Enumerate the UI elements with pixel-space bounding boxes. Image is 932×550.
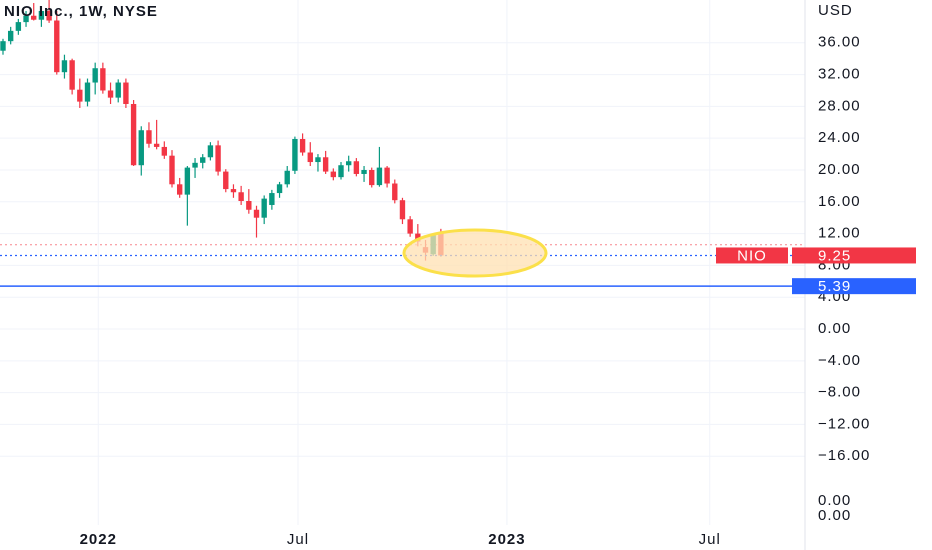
candle-body — [253, 209, 260, 218]
x-tick-label: 2023 — [488, 531, 525, 548]
candles — [0, 0, 805, 287]
candle-body — [15, 22, 22, 31]
candle-body — [230, 189, 237, 193]
lower-pane-label: 0.00 — [818, 492, 851, 509]
y-tick-label: 28.00 — [818, 97, 861, 114]
y-tick-label: 36.00 — [818, 34, 861, 51]
price-label: 9.25 — [818, 247, 851, 264]
candle-body — [31, 15, 37, 20]
chart-title: NIO Inc., 1W, NYSE — [4, 3, 158, 20]
symbol-label: NIO — [737, 247, 767, 264]
candle-body — [407, 219, 413, 234]
labels: 36.0032.0028.0024.0020.0016.0012.008.004… — [80, 34, 916, 548]
candle-body — [215, 145, 221, 172]
candle-body — [246, 200, 252, 210]
lower-pane-label: 0.00 — [818, 507, 851, 524]
currency-label: USD — [818, 2, 853, 19]
candle-body — [169, 155, 175, 185]
highlight-ellipse — [402, 228, 548, 278]
candle-body — [345, 161, 352, 166]
candle-body — [399, 200, 406, 220]
candle-body — [415, 233, 421, 242]
candle-body — [322, 157, 329, 172]
y-tick-label: 12.00 — [818, 225, 861, 242]
symbol-label-box — [716, 247, 788, 264]
candle-body — [200, 157, 206, 163]
candle-body — [107, 90, 114, 98]
candle-body — [223, 171, 229, 190]
candle-body — [161, 146, 168, 156]
x-tick-label: Jul — [699, 531, 721, 548]
candle-body — [146, 130, 152, 144]
y-tick-label: 16.00 — [818, 193, 861, 210]
price-label-box — [792, 278, 916, 295]
candle-body — [330, 171, 337, 178]
candle-body — [192, 162, 198, 168]
candle-body — [123, 82, 129, 104]
y-tick-label: 0.00 — [818, 320, 851, 337]
candle-body — [84, 82, 91, 102]
candle-body — [353, 161, 360, 174]
candle-body — [7, 30, 14, 42]
candle-body — [46, 10, 52, 21]
candle-body — [176, 184, 183, 195]
candle-body — [261, 198, 267, 218]
candle-body — [184, 167, 191, 195]
y-tick-label: −4.00 — [818, 352, 861, 369]
y-tick-label: −12.00 — [818, 415, 870, 432]
candle-body — [376, 167, 383, 186]
candle-body — [315, 157, 321, 163]
candle-body — [292, 138, 298, 171]
price-label-box — [792, 247, 916, 264]
candle-body — [338, 165, 344, 178]
candle-body — [77, 89, 83, 102]
x-tick-label: Jul — [287, 531, 309, 548]
y-tick-label: −8.00 — [818, 384, 861, 401]
candle-body — [369, 169, 375, 186]
y-tick-label: 32.00 — [818, 66, 861, 83]
candle-body — [207, 145, 214, 158]
candle-body — [276, 184, 283, 194]
candle-body — [307, 152, 313, 163]
candle-body — [153, 143, 160, 147]
candle-body — [61, 60, 68, 73]
y-tick-label: 20.00 — [818, 161, 861, 178]
candle-body — [38, 10, 45, 20]
candle-body — [392, 183, 398, 201]
candle-body — [384, 167, 390, 184]
candle-body — [0, 41, 6, 51]
candle-body — [269, 193, 275, 205]
candle-body — [54, 20, 60, 73]
y-tick-label: 24.00 — [818, 129, 861, 146]
candle-body — [284, 170, 290, 185]
candle-body — [361, 169, 367, 174]
candle-body — [299, 138, 306, 153]
candle-body — [138, 130, 144, 166]
candle-body — [100, 68, 106, 91]
candle-body — [23, 15, 29, 23]
y-tick-label: −16.00 — [818, 447, 870, 464]
x-tick-label: 2022 — [80, 531, 117, 548]
candle-body — [130, 103, 137, 166]
candle-body — [92, 68, 98, 83]
candle-body — [69, 60, 75, 90]
price-label: 5.39 — [818, 278, 851, 295]
candle-body — [115, 82, 121, 98]
candle-body — [238, 192, 244, 201]
